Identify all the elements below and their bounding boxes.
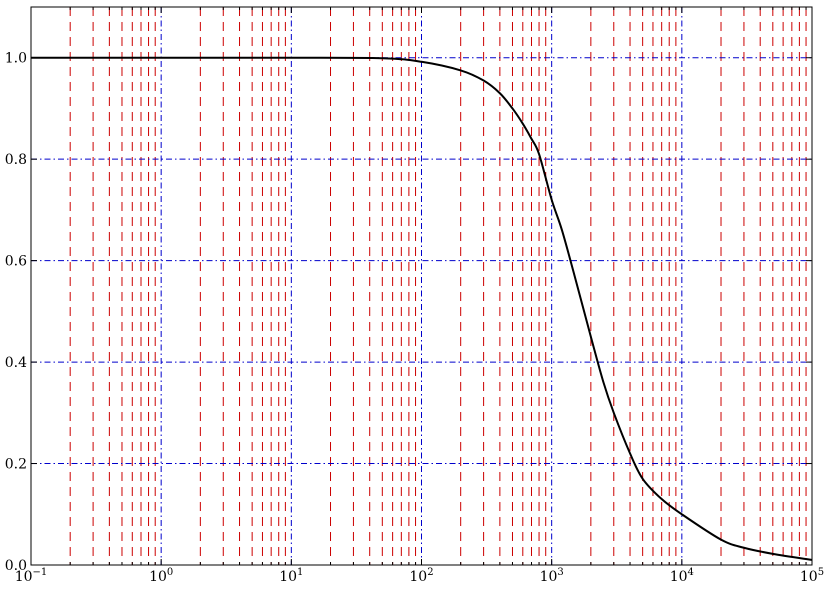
x-tick-label: 105 (800, 567, 824, 585)
y-tick-label: 0.8 (5, 152, 27, 168)
x-tick-label: 103 (540, 567, 564, 585)
x-tick-label: 102 (409, 567, 433, 585)
tick-layer (30, 7, 813, 566)
series-line (31, 56, 813, 561)
x-tick-label: 101 (279, 567, 303, 585)
y-tick-label: 0.0 (5, 558, 27, 574)
y-tick-label: 0.2 (5, 457, 27, 473)
grid-layer (30, 7, 813, 566)
x-tick-label: 10−1 (15, 567, 48, 585)
y-tick-label: 0.6 (5, 254, 27, 270)
x-tick-label: 100 (149, 567, 173, 585)
series-layer (31, 56, 813, 561)
x-tick-label: 104 (670, 567, 694, 585)
y-tick-label: 1.0 (5, 51, 27, 67)
label-layer: 10−1 100 101 102 103 104 105 0.0 0.2 0.4 0.6 0.8 1.0 (5, 51, 824, 585)
y-tick-label: 0.4 (5, 355, 27, 371)
